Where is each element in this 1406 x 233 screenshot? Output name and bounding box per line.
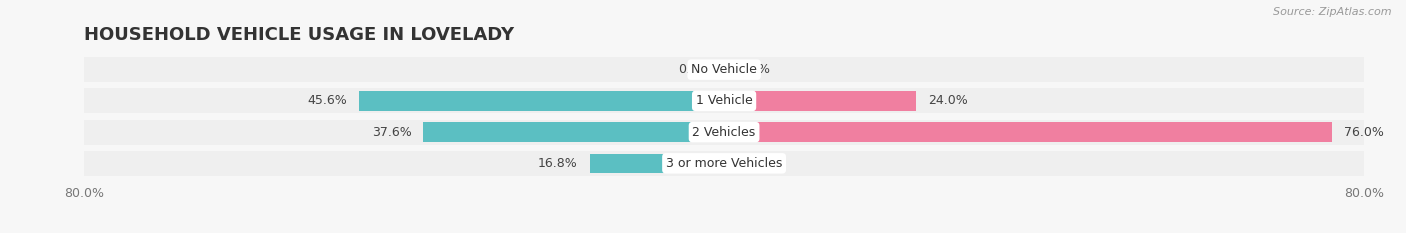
Bar <box>84 151 1364 176</box>
Text: 76.0%: 76.0% <box>1344 126 1384 139</box>
Text: 2 Vehicles: 2 Vehicles <box>693 126 755 139</box>
Text: 3 or more Vehicles: 3 or more Vehicles <box>666 157 782 170</box>
Bar <box>724 91 917 111</box>
Text: 37.6%: 37.6% <box>371 126 412 139</box>
Bar <box>724 154 727 173</box>
Bar <box>721 60 724 79</box>
Text: No Vehicle: No Vehicle <box>692 63 756 76</box>
Text: 1 Vehicle: 1 Vehicle <box>696 94 752 107</box>
Bar <box>724 60 727 79</box>
Text: 0.0%: 0.0% <box>738 157 770 170</box>
Text: 16.8%: 16.8% <box>538 157 578 170</box>
Text: 45.6%: 45.6% <box>308 94 347 107</box>
Bar <box>724 122 1331 142</box>
Bar <box>360 91 724 111</box>
Bar <box>84 88 1364 113</box>
Bar <box>84 120 1364 145</box>
Text: HOUSEHOLD VEHICLE USAGE IN LOVELADY: HOUSEHOLD VEHICLE USAGE IN LOVELADY <box>84 26 515 44</box>
Text: 0.0%: 0.0% <box>678 63 710 76</box>
Text: 0.0%: 0.0% <box>738 63 770 76</box>
Bar <box>84 57 1364 82</box>
Text: Source: ZipAtlas.com: Source: ZipAtlas.com <box>1274 7 1392 17</box>
Bar <box>589 154 724 173</box>
Bar <box>423 122 724 142</box>
Text: 24.0%: 24.0% <box>928 94 967 107</box>
